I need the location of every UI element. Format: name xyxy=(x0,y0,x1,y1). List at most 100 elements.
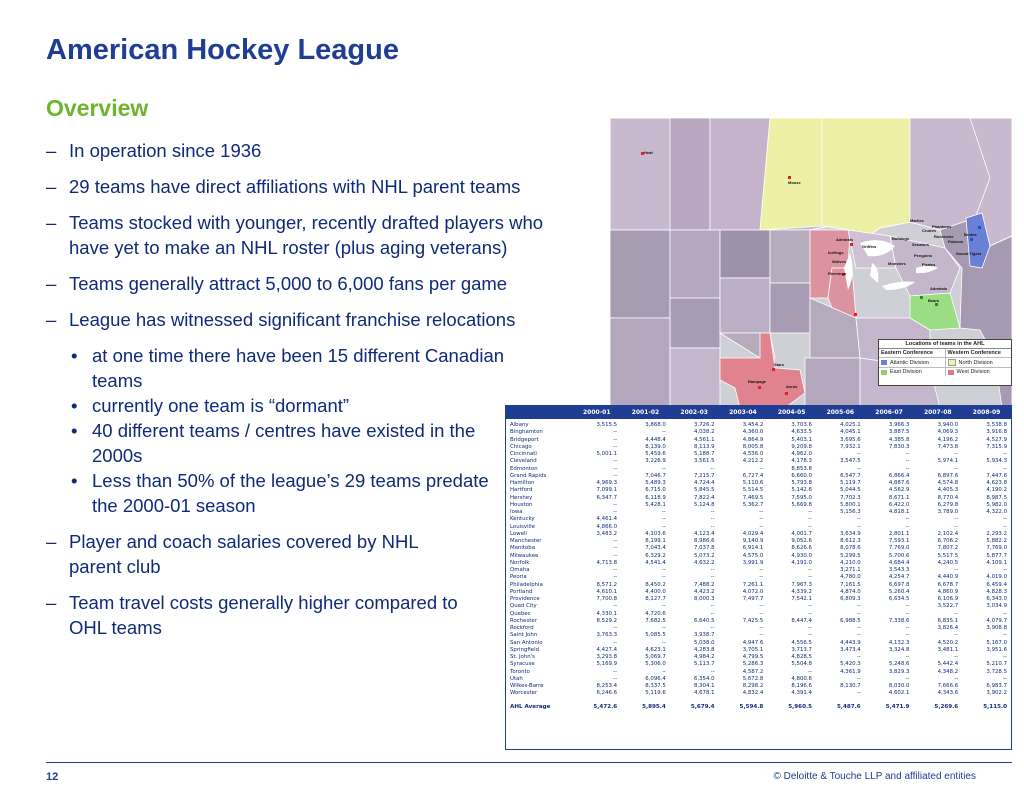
attendance-cell: -- xyxy=(661,509,666,515)
attendance-cell: -- xyxy=(661,523,666,530)
attendance-cell: -- xyxy=(905,465,910,472)
attendance-cell: -- xyxy=(856,451,861,457)
attendance-cell: 4,602.1 xyxy=(888,690,910,697)
attendance-cell: 7,932.1 xyxy=(840,443,861,450)
attendance-cell: -- xyxy=(613,567,618,573)
attendance-cell: 8,447.4 xyxy=(791,617,812,624)
attendance-cell: 7,046.7 xyxy=(645,472,666,479)
table-row: Hamilton 4,969.3 5,489.3 4,724.4 5,110.6 5,79… xyxy=(506,480,1011,487)
attendance-cell: 6,914.1 xyxy=(742,545,764,552)
average-label-cell: AHL Average xyxy=(510,703,551,710)
attendance-cell: 3,916.8 xyxy=(986,429,1007,436)
attendance-cell: 5,248.6 xyxy=(888,661,910,668)
table-row: Quad City -- -- -- -- -- -- -- 3,522.7 3,034.9 xyxy=(506,603,1011,610)
attendance-cell: 6,660.0 xyxy=(791,472,812,479)
team-name-cell: Portland xyxy=(510,588,533,595)
attendance-cell: 5,489.3 xyxy=(645,480,666,486)
attendance-cell: 5,069.7 xyxy=(645,654,666,660)
attendance-cell: 6,422.0 xyxy=(888,501,910,508)
attendance-cell: -- xyxy=(710,509,715,515)
table-row: Louisville 4,866.0 -- -- -- -- -- -- -- -- xyxy=(506,524,1011,531)
attendance-cell: 7,473.8 xyxy=(937,443,959,450)
team-name-cell: Manitoba xyxy=(510,545,536,552)
sub-bullet-item: • currently one team is “dormant” xyxy=(71,395,350,416)
map-label: Wolves xyxy=(832,259,847,264)
attendance-cell: 4,799.5 xyxy=(742,654,764,660)
attendance-cell: 6,983.7 xyxy=(986,683,1007,689)
attendance-cell: -- xyxy=(710,668,715,675)
team-name-cell: Rockford xyxy=(510,625,534,631)
attendance-cell: 8,986.6 xyxy=(693,538,715,544)
attendance-cell: 5,514.5 xyxy=(742,487,764,494)
attendance-table-container: 2000-01 2001-02 2002-03 2003-04 2004-05 2005-… xyxy=(505,405,1012,750)
team-name-cell: Grand Rapids xyxy=(510,472,547,479)
attendance-cell: -- xyxy=(710,523,715,530)
attendance-cell: -- xyxy=(1003,675,1007,682)
table-row: Portland 4,610.1 4,400.0 4,423.2 4,072.0 4,33… xyxy=(506,589,1011,596)
attendance-cell: -- xyxy=(613,538,618,544)
attendance-cell: 7,315.9 xyxy=(986,443,1007,450)
attendance-cell: -- xyxy=(808,603,812,610)
attendance-cell: 4,196.2 xyxy=(937,436,959,443)
attendance-cell: 8,529.2 xyxy=(596,617,618,624)
attendance-cell: 3,271.1 xyxy=(840,567,861,573)
attendance-cell: 7,682.5 xyxy=(645,617,666,624)
legend-west: West Division xyxy=(956,369,990,375)
team-name-cell: Milwaukee xyxy=(510,552,539,559)
attendance-cell: -- xyxy=(905,654,910,660)
team-name-cell: Quebec xyxy=(510,610,531,617)
team-name-cell: Quad City xyxy=(510,603,537,610)
attendance-cell: 4,947.6 xyxy=(742,639,764,646)
attendance-cell: 8,000.3 xyxy=(693,596,715,602)
team-name-cell: Providence xyxy=(510,596,540,602)
team-name-cell: Omaha xyxy=(510,567,530,573)
attendance-cell: 6,727.4 xyxy=(742,472,764,479)
attendance-cell: 3,940.0 xyxy=(937,422,959,428)
attendance-cell: 4,427.4 xyxy=(596,646,618,653)
attendance-cell: -- xyxy=(759,574,764,581)
attendance-cell: 3,938.7 xyxy=(693,632,715,639)
attendance-cell: 4,962.0 xyxy=(791,451,812,457)
attendance-cell: 7,469.5 xyxy=(742,494,764,501)
attendance-cell: 4,969.3 xyxy=(596,480,618,486)
attendance-cell: 4,079.7 xyxy=(986,617,1007,624)
team-name-cell: Louisville xyxy=(510,523,535,530)
attendance-cell: 5,169.9 xyxy=(596,661,618,668)
attendance-cell: -- xyxy=(710,603,715,610)
attendance-cell: 5,420.3 xyxy=(840,661,861,668)
attendance-cell: -- xyxy=(1003,451,1007,457)
attendance-cell: 5,119.6 xyxy=(645,690,666,697)
attendance-cell: 7,497.7 xyxy=(742,596,764,602)
team-name-cell: Utah xyxy=(510,675,523,682)
table-row: Springfield 4,427.4 4,623.1 4,283.8 3,705.1 3… xyxy=(506,647,1011,654)
map-label: Griffins xyxy=(862,244,877,249)
bullet-item: – Teams stocked with younger, recently dr… xyxy=(46,212,544,258)
sub-bullet-text: at one time there have been 15 different… xyxy=(92,345,505,391)
attendance-cell: 6,347.7 xyxy=(596,494,618,501)
team-name-cell: Philadelphia xyxy=(510,581,543,588)
attendance-cell: -- xyxy=(1003,523,1007,530)
attendance-cell: 3,522.7 xyxy=(937,603,959,610)
attendance-cell: 8,139.0 xyxy=(645,443,666,450)
attendance-cell: 7,593.1 xyxy=(888,538,910,544)
attendance-cell: -- xyxy=(613,668,618,675)
map-label: Stars xyxy=(774,362,785,367)
attendance-cell: 8,130.7 xyxy=(840,683,861,689)
attendance-cell: 7,542.1 xyxy=(791,596,812,602)
attendance-cell: -- xyxy=(661,465,666,472)
attendance-cell: 8,298.2 xyxy=(742,683,764,689)
east-swatch xyxy=(881,369,887,375)
attendance-cell: 5,142.6 xyxy=(791,487,812,494)
attendance-cell: 3,634.9 xyxy=(840,530,861,537)
attendance-cell: -- xyxy=(954,523,959,530)
attendance-cell: 6,354.0 xyxy=(693,675,715,682)
average-value-cell: 5,115.0 xyxy=(983,703,1007,710)
table-header-row: 2000-01 2001-02 2002-03 2003-04 2004-05 2005-… xyxy=(506,406,1011,419)
attendance-cell: 4,348.2 xyxy=(937,668,959,675)
header-season: 2005-06 xyxy=(815,406,865,419)
attendance-cell: 7,488.2 xyxy=(693,581,715,588)
attendance-cell: -- xyxy=(808,516,812,523)
attendance-cell: 3,454.2 xyxy=(742,422,764,428)
attendance-cell: -- xyxy=(613,625,618,631)
attendance-cell: -- xyxy=(613,465,618,472)
